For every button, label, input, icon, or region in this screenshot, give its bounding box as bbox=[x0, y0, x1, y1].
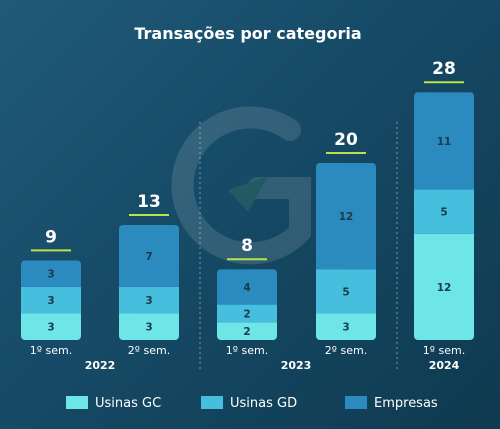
bar-total-label: 8 bbox=[241, 236, 253, 256]
legend-label: Usinas GC bbox=[95, 396, 161, 411]
segment-value-label: 2 bbox=[243, 326, 250, 338]
year-group-label: 2023 bbox=[281, 359, 312, 372]
bars-layer bbox=[21, 92, 474, 340]
watermark-logo bbox=[171, 106, 311, 265]
bar-total-label: 20 bbox=[334, 130, 358, 150]
bar-segment bbox=[414, 189, 474, 234]
bar-segment bbox=[414, 92, 474, 190]
stacked-bar bbox=[414, 92, 474, 340]
bar-segment bbox=[316, 313, 376, 340]
segment-value-label: 5 bbox=[342, 286, 349, 298]
legend-label: Empresas bbox=[374, 396, 438, 411]
bar-segment bbox=[316, 269, 376, 314]
x-tick-label: 2º sem. bbox=[128, 344, 170, 357]
stacked-bar bbox=[316, 163, 376, 340]
x-tick-label: 2º sem. bbox=[325, 344, 367, 357]
segment-value-label: 3 bbox=[342, 322, 349, 334]
bar-segment bbox=[21, 286, 81, 314]
legend-label: Usinas GD bbox=[230, 396, 297, 411]
segment-value-label: 3 bbox=[47, 269, 54, 281]
legend-item: Usinas GC bbox=[66, 396, 161, 411]
segment-value-label: 11 bbox=[437, 136, 452, 148]
legend-item: Empresas bbox=[345, 396, 438, 411]
labels-layer: 3 3 3 9 1º sem. 3 3 7 13 2º sem. 2 2 4 8 1º sem. 3 5 12 20… bbox=[30, 59, 465, 372]
year-group-label: 2022 bbox=[85, 359, 116, 372]
bar-segment bbox=[119, 224, 179, 287]
bar-segment bbox=[217, 269, 277, 305]
bar-total-label: 28 bbox=[432, 59, 456, 79]
group-dividers bbox=[199, 122, 398, 372]
segment-value-label: 3 bbox=[145, 322, 152, 334]
legend-swatch bbox=[345, 396, 367, 409]
chart-title: Transações por categoria bbox=[134, 24, 361, 43]
stacked-bar bbox=[21, 260, 81, 340]
bar-total-label: 9 bbox=[45, 227, 57, 247]
segment-value-label: 12 bbox=[339, 211, 354, 223]
segment-value-label: 3 bbox=[145, 295, 152, 307]
legend: Usinas GC Usinas GD Empresas bbox=[66, 396, 438, 411]
segment-value-label: 3 bbox=[47, 295, 54, 307]
segment-value-label: 3 bbox=[47, 322, 54, 334]
bar-segment bbox=[119, 286, 179, 314]
bar-total-label: 13 bbox=[137, 192, 161, 212]
stacked-bar bbox=[217, 269, 277, 340]
legend-item: Usinas GD bbox=[201, 396, 297, 411]
stacked-bar bbox=[119, 224, 179, 340]
segment-value-label: 12 bbox=[437, 282, 452, 294]
bar-segment bbox=[414, 233, 474, 340]
x-tick-label: 1º sem. bbox=[423, 344, 465, 357]
segment-value-label: 2 bbox=[243, 308, 250, 320]
bar-segment bbox=[21, 260, 81, 287]
legend-swatch bbox=[66, 396, 88, 409]
bar-segment bbox=[316, 163, 376, 270]
x-tick-label: 1º sem. bbox=[226, 344, 268, 357]
bar-segment bbox=[217, 304, 277, 323]
x-tick-label: 1º sem. bbox=[30, 344, 72, 357]
segment-value-label: 4 bbox=[243, 282, 250, 294]
legend-swatch bbox=[201, 396, 223, 409]
segment-value-label: 7 bbox=[145, 251, 152, 263]
bar-segment bbox=[119, 313, 179, 340]
bar-segment bbox=[21, 313, 81, 340]
year-group-label: 2024 bbox=[429, 359, 460, 372]
segment-value-label: 5 bbox=[440, 207, 447, 219]
bar-segment bbox=[217, 322, 277, 340]
